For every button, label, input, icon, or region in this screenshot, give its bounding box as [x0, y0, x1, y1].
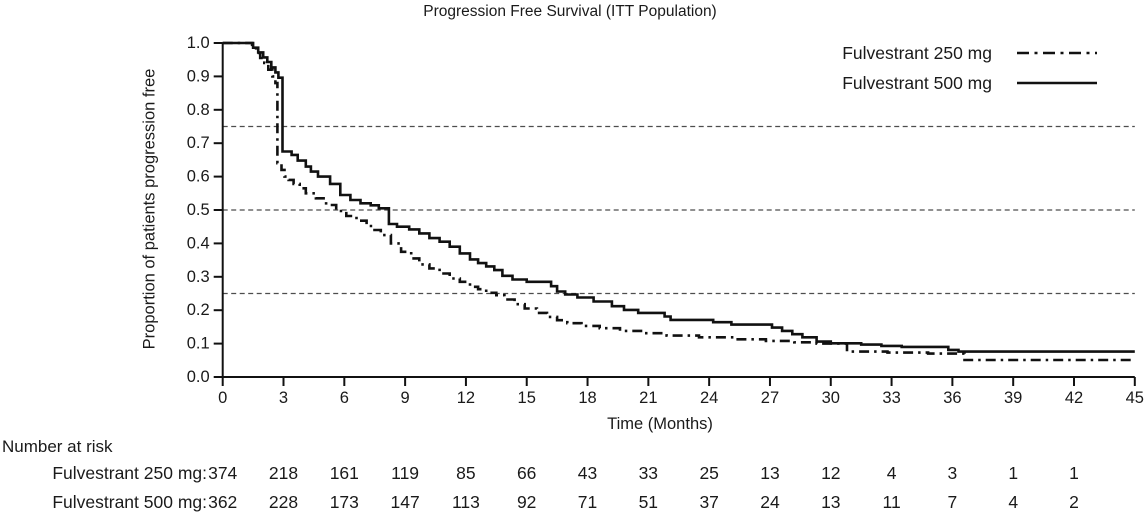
y-tick-label: 0.8	[187, 101, 210, 119]
x-tick-label: 27	[761, 389, 779, 407]
x-tick-label: 30	[822, 389, 840, 407]
risk-value: 4	[886, 463, 897, 483]
risk-value: 66	[516, 463, 537, 483]
x-tick-label: 45	[1126, 389, 1144, 407]
risk-row-label-500: Fulvestrant 500 mg:	[52, 492, 207, 512]
risk-value: 4	[1008, 492, 1019, 512]
y-axis: 0.0 0.1 0.2 0.3 0.4 0.5 0.6 0.7 0.8 0.9 1.0	[187, 34, 224, 386]
risk-value: 374	[208, 463, 238, 483]
risk-value: 228	[268, 492, 299, 512]
y-tick-label: 0.2	[187, 301, 210, 319]
x-axis: 0 3 6 9 12 15 18 21 24 27 30 33 36 39 42 45	[218, 376, 1144, 407]
risk-value: 147	[390, 492, 420, 512]
x-tick-label: 3	[279, 389, 288, 407]
y-tick-label: 0.9	[187, 67, 210, 85]
risk-row-250: Fulvestrant 250 mg: 374 218 161 119 85 66 43 33…	[0, 463, 1146, 483]
x-tick-label: 9	[401, 389, 410, 407]
risk-value: 13	[760, 463, 780, 483]
x-tick-label: 12	[457, 389, 475, 407]
risk-row-500: Fulvestrant 500 mg: 362 228 173 147 113 92 71 5…	[0, 492, 1146, 512]
y-tick-label: 1.0	[187, 34, 210, 52]
x-tick-label: 6	[340, 389, 349, 407]
x-tick-label: 36	[943, 389, 961, 407]
x-tick-label: 39	[1004, 389, 1022, 407]
risk-value: 113	[451, 492, 480, 512]
legend-label-250: Fulvestrant 250 mg	[842, 42, 992, 63]
risk-value: 362	[208, 492, 238, 512]
legend-item-500: Fulvestrant 500 mg	[842, 68, 1097, 98]
x-tick-label: 0	[218, 389, 227, 407]
x-tick-label: 18	[578, 389, 596, 407]
risk-value: 119	[391, 463, 420, 483]
risk-value: 218	[268, 463, 299, 483]
x-tick-label: 33	[882, 389, 900, 407]
risk-table-heading: Number at risk	[2, 437, 113, 456]
y-tick-label: 0.5	[187, 201, 210, 219]
risk-value: 92	[516, 492, 537, 512]
x-tick-label: 42	[1065, 389, 1083, 407]
risk-value: 43	[577, 463, 598, 483]
km-plot: 0.00.10.20.30.40.50.60.70.80.91.00 3 6 9 12 1…	[187, 34, 1144, 407]
risk-value: 71	[577, 492, 598, 512]
risk-value: 37	[699, 492, 719, 512]
legend-label-500: Fulvestrant 500 mg	[842, 72, 992, 93]
risk-value: 2	[1069, 492, 1079, 512]
risk-value: 85	[456, 463, 476, 483]
x-tick-label: 24	[700, 389, 718, 407]
reference-lines	[222, 125, 1135, 295]
y-tick-label: 0.6	[187, 168, 210, 186]
y-tick-label: 0.1	[187, 335, 210, 353]
y-tick-label: 0.4	[187, 234, 210, 252]
km-curve-fulvestrant-500-mg	[222, 41, 1135, 353]
risk-value: 11	[882, 492, 901, 512]
risk-value: 173	[329, 492, 359, 512]
x-tick-label: 21	[639, 389, 657, 407]
x-axis-label: Time (Months)	[607, 415, 713, 433]
risk-value: 3	[947, 463, 958, 483]
risk-value: 161	[329, 463, 359, 483]
risk-row-label-250: Fulvestrant 250 mg:	[52, 463, 207, 483]
risk-value: 25	[699, 463, 719, 483]
risk-value: 1	[1069, 463, 1079, 483]
y-tick-label: 0.7	[187, 134, 210, 152]
risk-values-250: 374 218 161 119 85 66 43 33 25 13 12 4 3 1 1	[0, 463, 1146, 483]
risk-value: 24	[760, 492, 780, 512]
risk-value: 33	[638, 463, 659, 483]
x-tick-label: 15	[518, 389, 536, 407]
risk-value: 51	[638, 492, 659, 512]
legend: Fulvestrant 250 mg Fulvestrant 500 mg	[842, 38, 1097, 98]
y-tick-label: 0.3	[187, 268, 210, 286]
km-curve-fulvestrant-250-mg	[222, 41, 1135, 362]
legend-line-sample-solid	[1017, 81, 1097, 85]
risk-value: 13	[821, 492, 841, 512]
legend-item-250: Fulvestrant 250 mg	[842, 38, 1097, 68]
risk-value: 1	[1008, 463, 1019, 483]
y-tick-label: 0.0	[187, 368, 210, 386]
y-axis-label: Proportion of patients progression free	[140, 68, 159, 350]
risk-values-500: 362 228 173 147 113 92 71 51 37 24 13 11 7 4 2	[0, 492, 1146, 512]
chart-title: Progression Free Survival (ITT Populatio…	[423, 3, 717, 20]
risk-value: 7	[947, 492, 958, 512]
risk-value: 12	[821, 463, 841, 483]
